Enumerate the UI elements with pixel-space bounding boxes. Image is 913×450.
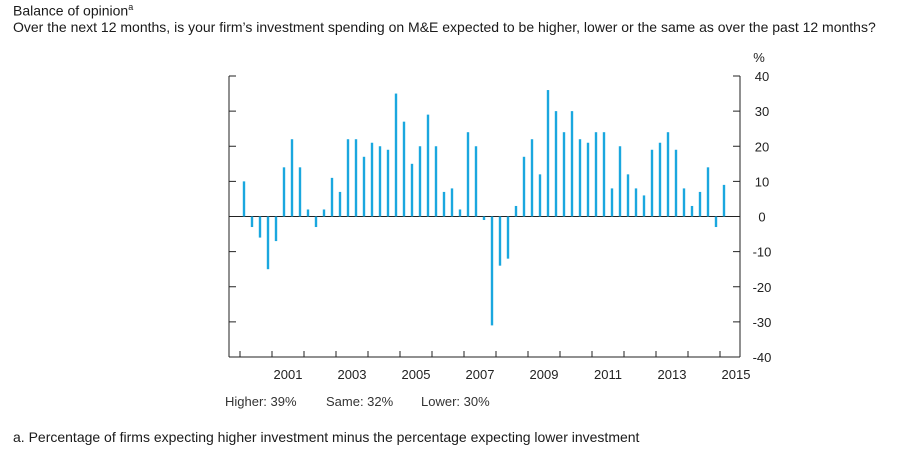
bar [714,216,718,228]
y-tick-label: -30 [753,315,772,330]
bar [514,205,518,217]
y-tick-label: 10 [755,174,769,189]
footnote: a. Percentage of firms expecting higher … [13,429,640,445]
bar [690,205,694,217]
x-tick-label: 2007 [466,367,495,382]
bar [666,132,670,217]
x-tick-label: 2003 [338,367,367,382]
y-tick-label: -10 [753,245,772,260]
x-tick-label: 2015 [722,367,751,382]
bar [290,139,294,217]
bar [418,146,422,217]
bar [538,174,542,217]
bar [490,216,494,326]
bar [274,216,278,242]
bar [306,209,310,217]
bar [242,181,246,217]
bar [434,146,438,217]
y-tick-label: 20 [755,139,769,154]
y-tick-label: 30 [755,104,769,119]
y-tick-label: 0 [758,210,765,225]
bar [322,209,326,217]
title-footnote-mark: a [128,2,134,12]
bar [402,121,406,217]
bar [530,139,534,217]
bar [706,167,710,217]
bar [578,139,582,217]
bar [522,156,526,217]
bar [610,188,614,217]
chart-title-text: Balance of opinion [13,2,129,19]
bar [386,149,390,217]
bar [250,216,254,228]
bar [298,167,302,217]
bar [410,163,414,217]
bar [618,146,622,217]
bar [442,191,446,217]
x-tick-label: 2011 [594,367,622,382]
bar [450,188,454,217]
bar [498,216,502,266]
bar [546,90,550,217]
bar [330,177,334,217]
bar [634,188,638,217]
bar [698,191,702,217]
bar [362,156,366,217]
bar [426,114,430,217]
chart-bars [242,90,726,326]
bar [570,111,574,217]
x-tick-label: 2001 [274,367,303,382]
bar [282,167,286,217]
chart-subtitle: Over the next 12 months, is your firm’s … [13,19,876,35]
y-axis-unit: % [753,50,765,65]
bar [338,191,342,217]
y-tick-label: -20 [753,280,772,295]
bar [682,188,686,217]
bar [474,146,478,217]
bar [642,195,646,217]
bar [506,216,510,259]
bar [378,146,382,217]
bar [482,216,486,221]
bar [586,142,590,217]
bar [258,216,262,238]
bar [458,209,462,217]
x-tick-label: 2005 [402,367,431,382]
chart-title: Balance of opiniona [13,2,133,19]
bar [594,132,598,217]
share-higher: Higher: 39% [225,394,297,409]
x-tick-label: 2013 [658,367,687,382]
y-tick-label: -40 [753,350,772,365]
bar [650,149,654,217]
y-tick-label: 40 [755,69,769,84]
share-lower: Lower: 30% [421,394,490,409]
bar [722,184,726,217]
bar [554,111,558,217]
bar [354,139,358,217]
bar [346,139,350,217]
bar [562,132,566,217]
bar [314,216,318,228]
bar [266,216,270,270]
bar [466,132,470,217]
bar [658,142,662,217]
bar [394,93,398,217]
bar [626,174,630,217]
share-same: Same: 32% [326,394,394,409]
bar [602,132,606,217]
x-tick-label: 2009 [530,367,559,382]
chart-axes [228,75,741,358]
bar [370,142,374,217]
bar [674,149,678,217]
chart-labels: 40 30 20 10 0 -10 -20 -30 -40 2001 2003 2005 2007 200… [274,69,772,382]
